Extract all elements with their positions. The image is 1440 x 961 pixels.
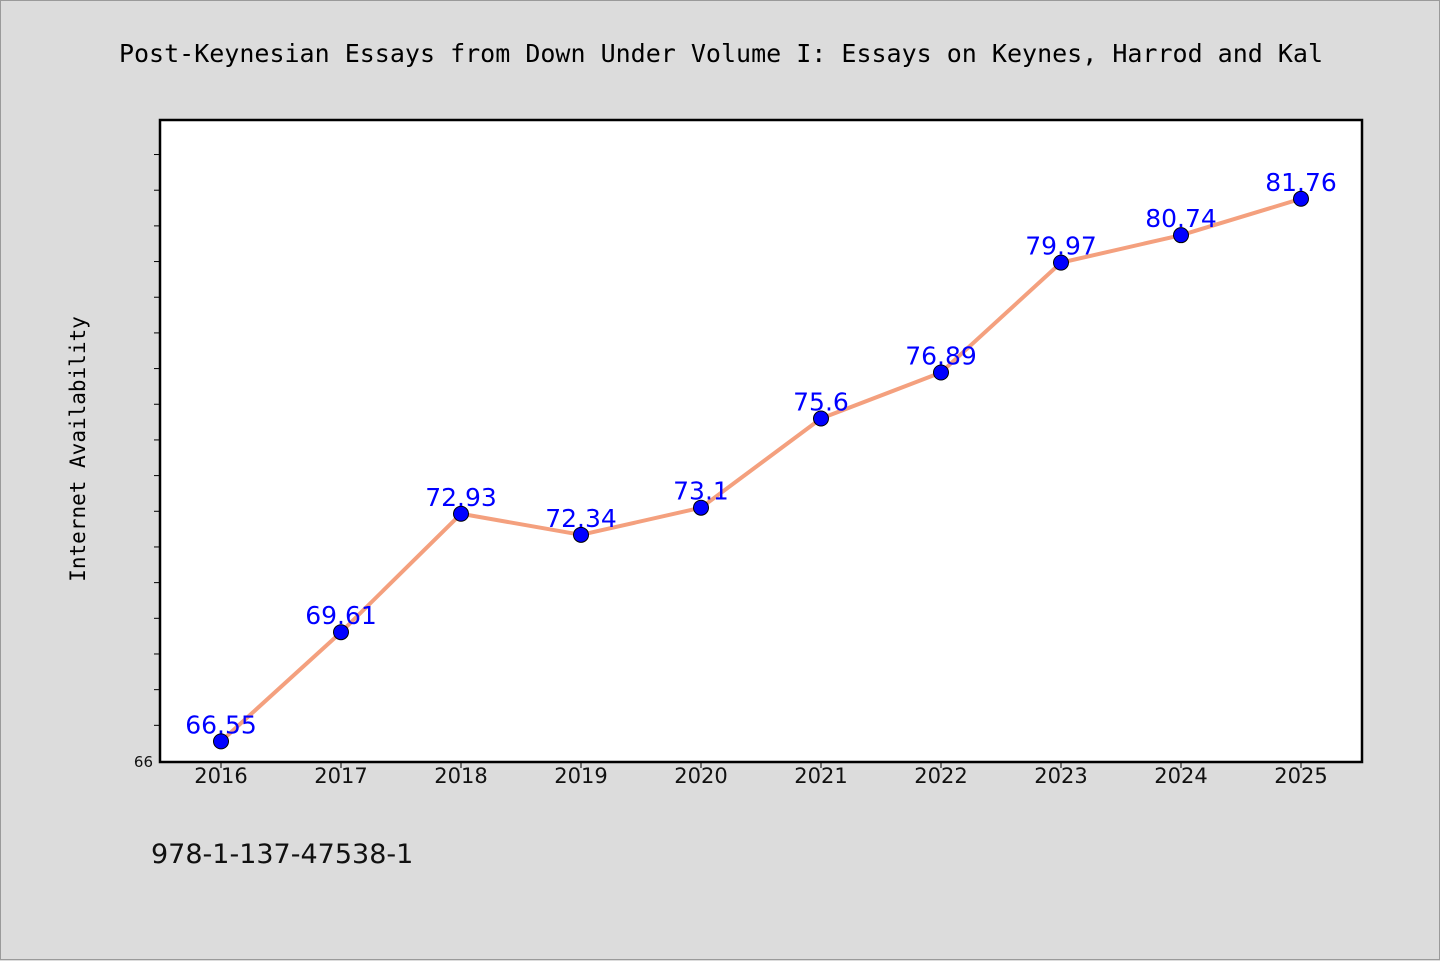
x-tick-label: 2020 (674, 764, 727, 788)
data-point (573, 526, 589, 543)
data-point (933, 364, 949, 381)
x-axis-ticks: 2016 2017 2018 2019 2020 2021 2022 2023 2024 2025 (194, 761, 1328, 788)
x-tick-label: 2019 (554, 764, 607, 788)
y-tick-label: 66 (134, 753, 153, 771)
x-tick-label: 2016 (194, 764, 247, 788)
x-tick-label: 2024 (1154, 764, 1207, 788)
data-label: 76.89 (905, 342, 977, 371)
data-label: 80.74 (1145, 204, 1217, 233)
data-label: 81.76 (1265, 168, 1337, 197)
data-point (693, 499, 709, 516)
x-tick-label: 2023 (1034, 764, 1087, 788)
x-tick-label: 2025 (1274, 764, 1327, 788)
y-axis-ticks (154, 154, 161, 726)
plot-area (158, 118, 1364, 764)
y-axis-label: Internet Availability (66, 316, 90, 582)
x-tick-label: 2022 (914, 764, 967, 788)
isbn-footer: 978-1-137-47538-1 (151, 839, 413, 870)
x-tick-label: 2017 (314, 764, 367, 788)
data-label: 73.1 (673, 477, 729, 506)
series-line (219, 196, 1303, 744)
data-point (213, 733, 229, 750)
x-tick-label: 2018 (434, 764, 487, 788)
data-point (453, 505, 469, 522)
data-label: 75.6 (793, 388, 849, 417)
data-point (813, 410, 829, 427)
x-tick-label: 2021 (794, 764, 847, 788)
data-label: 69.61 (305, 601, 377, 630)
data-label: 66.55 (185, 710, 257, 739)
data-label: 72.93 (425, 483, 497, 512)
chart-title: Post-Keynesian Essays from Down Under Vo… (119, 39, 1323, 68)
data-point (1173, 227, 1189, 244)
data-point (1053, 254, 1069, 271)
data-label: 72.34 (545, 504, 617, 533)
series-1: 66.55 69.61 72.93 72.34 73.1 75.6 76.89 79.97 80… (185, 168, 1337, 750)
data-label: 79.97 (1025, 232, 1097, 261)
data-point (1293, 190, 1309, 207)
data-point (333, 624, 349, 641)
